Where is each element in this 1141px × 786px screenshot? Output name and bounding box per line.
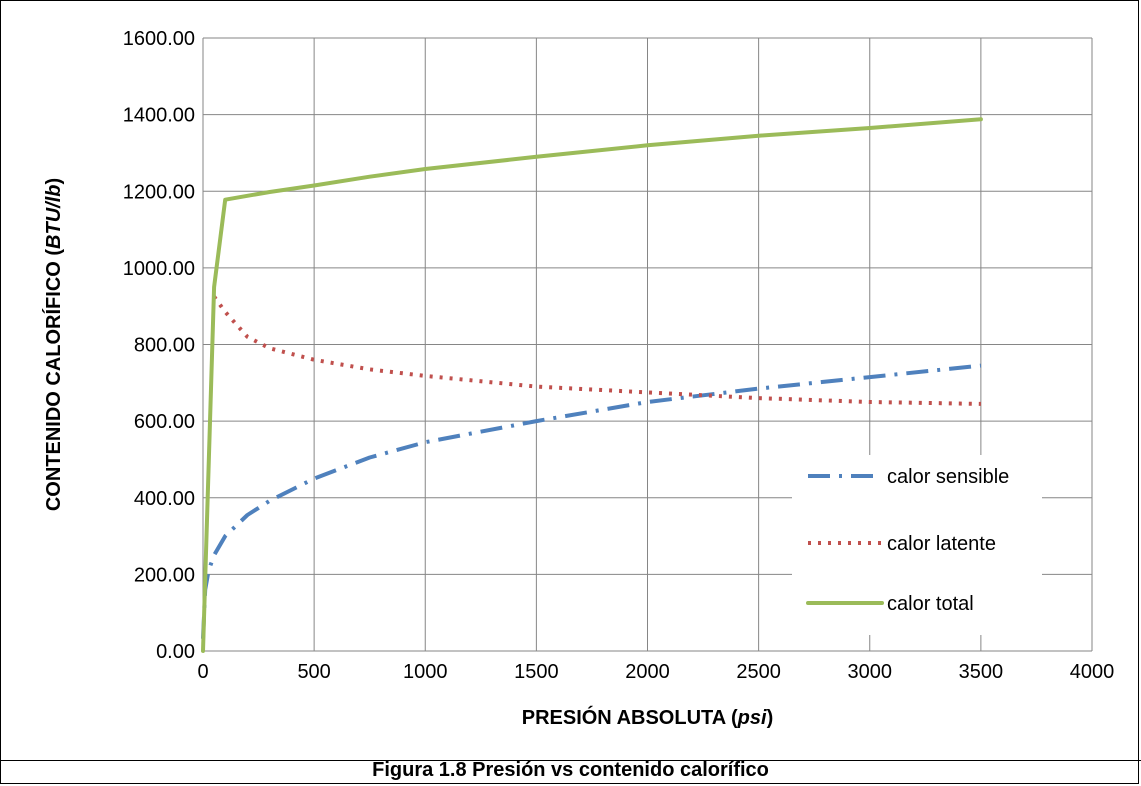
y-tick-label: 800.00 [134, 335, 195, 357]
x-tick-label: 500 [297, 661, 330, 683]
y-tick-label: 1000.00 [123, 258, 195, 280]
y-axis-title: CONTENIDO CALORÍFICO (BTU/lb) [42, 178, 65, 511]
chart: 0 500 1000 1500 2000 2500 3000 3500 4000 0.00 200… [42, 28, 1114, 729]
y-tick-label: 1400.00 [123, 105, 195, 127]
gridlines [202, 37, 1093, 652]
x-tick-label: 2500 [736, 661, 781, 683]
x-tick-label: 2000 [625, 661, 670, 683]
x-tick-label: 3500 [959, 661, 1004, 683]
x-tick-label: 0 [197, 661, 208, 683]
y-tick-label: 1600.00 [123, 28, 195, 50]
x-tick-label: 4000 [1070, 661, 1115, 683]
figure-caption: Figura 1.8 Presión vs contenido calorífi… [372, 759, 769, 781]
legend-label: calor total [887, 593, 974, 615]
legend-label: calor latente [887, 533, 996, 555]
y-tick-label: 1200.00 [123, 181, 195, 203]
x-tick-labels: 0 500 1000 1500 2000 2500 3000 3500 4000 [197, 661, 1114, 683]
caption-divider [0, 760, 1141, 761]
series-line-calor-total [201, 117, 983, 653]
y-tick-labels: 0.00 200.00 400.00 600.00 800.00 1000.00 1200.… [123, 28, 195, 663]
x-tick-label: 1500 [514, 661, 559, 683]
series-layer [201, 117, 983, 653]
y-tick-label: 400.00 [134, 488, 195, 510]
x-axis-title: PRESIÓN ABSOLUTA (psi) [522, 705, 774, 729]
series-line-calor-latente [212, 295, 981, 406]
x-tick-label: 3000 [848, 661, 893, 683]
legend: calor sensible calor latente calor total [792, 455, 1042, 635]
y-tick-label: 200.00 [134, 564, 195, 586]
y-tick-label: 0.00 [156, 641, 195, 663]
y-tick-label: 600.00 [134, 411, 195, 433]
x-tick-label: 1000 [403, 661, 448, 683]
legend-label: calor sensible [887, 466, 1009, 488]
